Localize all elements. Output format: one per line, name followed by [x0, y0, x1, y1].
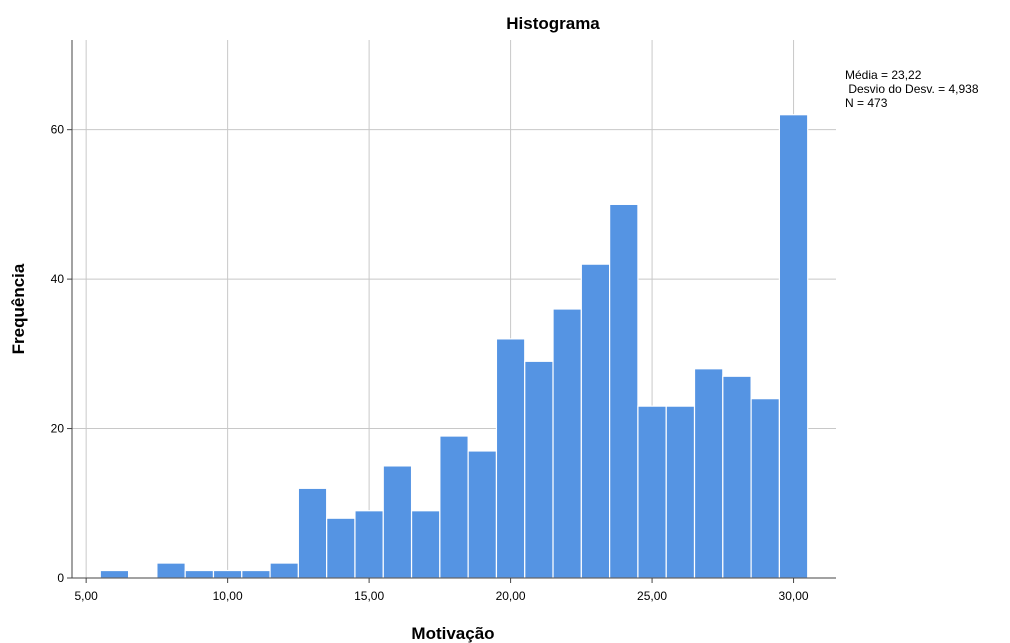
y-tick-label-1: 20 — [51, 422, 65, 436]
histogram-bar-15 — [524, 360, 554, 579]
histogram-bar-14 — [495, 338, 526, 579]
stats-std-dev: Desvio do Desv. = 4,938 — [845, 82, 979, 96]
x-tick-label-1: 10,00 — [213, 589, 243, 603]
histogram-bar-6 — [269, 562, 299, 579]
histogram-bar-23 — [750, 398, 781, 579]
histogram-bar-9 — [354, 510, 384, 579]
histogram-bar-5 — [241, 569, 271, 579]
histogram-bar-0 — [99, 569, 130, 579]
histogram-bar-16 — [552, 308, 582, 579]
x-tick-label-2: 15,00 — [354, 589, 384, 603]
histogram-bar-20 — [665, 405, 696, 579]
histogram-bar-11 — [410, 510, 441, 579]
x-tick-label-5: 30,00 — [779, 589, 809, 603]
ticks-layer: 5,00 10,00 15,00 20,00 25,00 30,00 0 20 40 60 — [51, 123, 809, 603]
y-tick-label-0: 0 — [57, 571, 64, 585]
histogram-bar-22 — [722, 375, 752, 579]
x-tick-label-4: 25,00 — [637, 589, 667, 603]
histogram-bar-24 — [778, 114, 809, 579]
bars-layer — [99, 114, 809, 579]
histogram-bar-2 — [156, 562, 186, 579]
x-tick-label-3: 20,00 — [496, 589, 526, 603]
histogram-bar-18 — [609, 203, 639, 579]
x-axis-title: Motivação — [411, 624, 494, 643]
histogram-bar-19 — [637, 405, 667, 579]
histogram-bar-13 — [467, 450, 498, 579]
histogram-bar-10 — [382, 465, 413, 579]
y-tick-label-3: 60 — [51, 123, 65, 137]
histogram-bar-4 — [212, 569, 243, 579]
histogram-bar-7 — [297, 487, 328, 579]
histogram-bar-8 — [326, 517, 356, 579]
histogram-bar-12 — [439, 435, 469, 579]
x-tick-label-0: 5,00 — [74, 589, 98, 603]
chart-title: Histograma — [506, 14, 600, 33]
histogram-bar-21 — [693, 368, 724, 579]
stats-mean: Média = 23,22 — [845, 68, 922, 82]
stats-box: Média = 23,22 Desvio do Desv. = 4,938 N … — [845, 68, 979, 110]
histogram-bar-17 — [580, 263, 611, 579]
y-axis-title: Frequência — [9, 263, 28, 354]
stats-n: N = 473 — [845, 96, 888, 110]
histogram-bar-3 — [184, 569, 215, 579]
y-tick-label-2: 40 — [51, 272, 65, 286]
